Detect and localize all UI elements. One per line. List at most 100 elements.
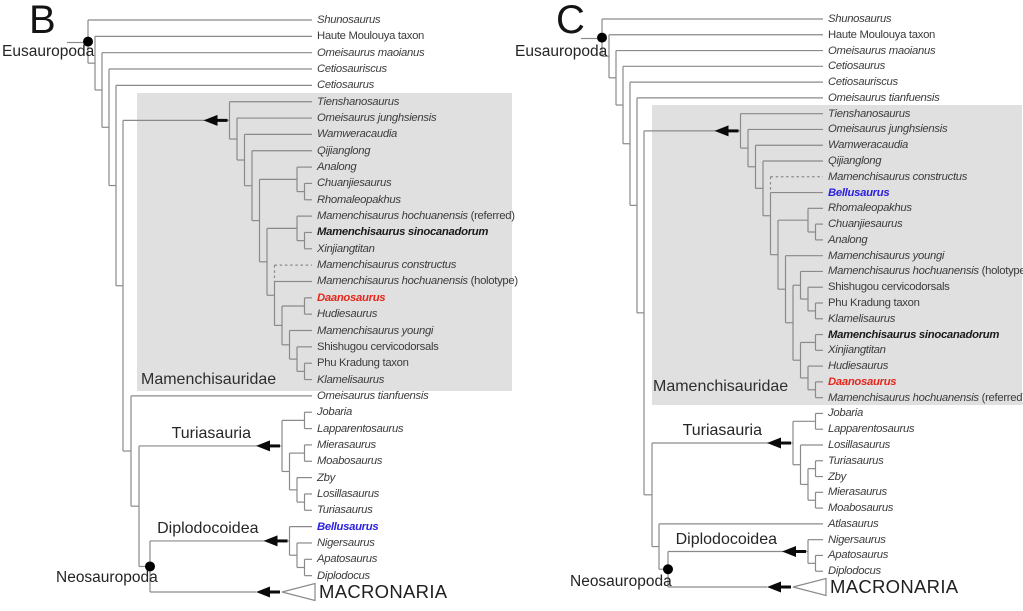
tip-label-rhomaleopakhus: Rhomaleopakhus bbox=[828, 200, 912, 216]
taxon-name: Mamenchisaurus youngi bbox=[317, 324, 434, 337]
taxon-name: Shunosaurus bbox=[828, 13, 892, 25]
tip-label-daanosaurus: Daanosaurus bbox=[317, 290, 386, 306]
taxon-name: Apatosaurus bbox=[828, 549, 889, 562]
taxon-name: Daanosaurus bbox=[317, 291, 386, 304]
taxon-name: Mamenchisaurus youngi bbox=[828, 249, 945, 262]
tip-label-mierasaurus: Mierasaurus bbox=[317, 437, 376, 453]
taxon-name: Omeisaurus junghsiensis bbox=[828, 123, 948, 136]
tip-label-wamweracaudia: Wamweracaudia bbox=[828, 137, 908, 153]
taxon-name: Mierasaurus bbox=[317, 438, 376, 451]
tip-label-mamenchisaurus-youngi: Mamenchisaurus youngi bbox=[828, 248, 944, 264]
taxon-name: Losillasaurus bbox=[317, 487, 380, 500]
clade-arrow-shaft bbox=[216, 118, 228, 122]
tip-label-nigersaurus: Nigersaurus bbox=[828, 532, 886, 548]
taxon-suffix: (holotype) bbox=[467, 275, 519, 288]
clade-arrow-shaft bbox=[727, 129, 739, 133]
taxon-name: Omeisaurus junghsiensis bbox=[317, 112, 437, 125]
taxon-name: Chuanjiesaurus bbox=[828, 218, 903, 231]
clade-arrow-shaft bbox=[795, 550, 806, 553]
taxon-name: Bellusaurus bbox=[317, 520, 379, 533]
taxon-name: Tienshanosaurus bbox=[317, 95, 400, 108]
tip-label-moabosaurus: Moabosaurus bbox=[317, 453, 382, 469]
tip-label-shunosaurus: Shunosaurus bbox=[828, 11, 892, 27]
tip-label-jobaria: Jobaria bbox=[828, 405, 863, 421]
tip-label-shishugou-cervicodorsals: Shishugou cervicodorsals bbox=[828, 279, 950, 295]
taxon-name: Turiasaurus bbox=[317, 504, 373, 517]
macronaria-label: MACRONARIA bbox=[319, 581, 448, 602]
taxon-name: Wamweracaudia bbox=[828, 139, 909, 152]
taxon-name: Apatosaurus bbox=[317, 553, 378, 566]
tip-label-haute-moulouya-taxon: Haute Moulouya taxon bbox=[828, 27, 935, 43]
tip-label-omeisaurus-junghsiensis: Omeisaurus junghsiensis bbox=[828, 121, 948, 137]
taxon-suffix: (holotype) bbox=[981, 265, 1023, 278]
tip-label-zby: Zby bbox=[317, 470, 335, 486]
eusauropoda-label-c: Eusauropoda bbox=[515, 43, 608, 60]
tip-label-mamenchisaurus-sinocanadorum: Mamenchisaurus sinocanadorum bbox=[317, 224, 488, 240]
tip-label-mamenchisaurus-hochuanensis-referred: Mamenchisaurus hochuanensis (referred) bbox=[828, 390, 1023, 406]
taxon-name: Omeisaurus maoianus bbox=[828, 44, 936, 57]
tip-label-bellusaurus: Bellusaurus bbox=[317, 519, 379, 535]
tip-label-diplodocus: Diplodocus bbox=[828, 563, 881, 579]
taxon-name: Mamenchisaurus hochuanensis bbox=[828, 391, 979, 404]
tip-label-mamenchisaurus-hochuanensis-holotype: Mamenchisaurus hochuanensis (holotype) bbox=[317, 273, 518, 289]
tip-label-mamenchisaurus-youngi: Mamenchisaurus youngi bbox=[317, 323, 433, 339]
taxon-name: Cetiosaurus bbox=[317, 79, 374, 92]
clade-label-diplodocoidea: Diplodocoidea bbox=[157, 519, 259, 537]
tip-label-tienshanosaurus: Tienshanosaurus bbox=[317, 94, 399, 110]
taxon-name: Cetiosauriscus bbox=[317, 63, 387, 76]
macronaria-arrow-shaft bbox=[780, 585, 791, 589]
taxon-name: Mamenchisaurus hochuanensis bbox=[828, 265, 979, 278]
tip-label-losillasaurus: Losillasaurus bbox=[828, 437, 890, 453]
clade-node-dot bbox=[597, 32, 607, 43]
tip-label-nigersaurus: Nigersaurus bbox=[317, 535, 375, 551]
tip-label-phu-kradung-taxon: Phu Kradung taxon bbox=[828, 295, 920, 311]
neosauropoda-label-b: Neosauropoda bbox=[56, 569, 158, 586]
tip-label-cetiosaurus: Cetiosaurus bbox=[317, 77, 374, 93]
mamenchisauridae-label-c: Mamenchisauridae bbox=[653, 378, 789, 395]
taxon-name: Zby bbox=[828, 470, 846, 483]
tip-label-mamenchisaurus-hochuanensis-referred: Mamenchisaurus hochuanensis (referred) bbox=[317, 208, 515, 224]
tip-label-xinjiangtitan: Xinjiangtitan bbox=[828, 342, 886, 358]
macronaria-label: MACRONARIA bbox=[830, 576, 959, 597]
clade-label-turiasauria: Turiasauria bbox=[171, 424, 251, 442]
clade-arrow bbox=[767, 437, 781, 449]
taxon-suffix: (referred) bbox=[978, 391, 1023, 404]
tip-label-turiasaurus: Turiasaurus bbox=[317, 502, 373, 518]
taxon-name: Mierasaurus bbox=[828, 486, 887, 499]
clade-arrow-shaft bbox=[780, 441, 791, 445]
tip-label-cetiosauriscus: Cetiosauriscus bbox=[828, 74, 898, 90]
taxon-name: Moabosaurus bbox=[317, 455, 383, 468]
taxon-name: Mamenchisaurus constructus bbox=[317, 259, 457, 272]
taxon-name: Cetiosaurus bbox=[828, 60, 885, 73]
mamenchisauridae-box bbox=[652, 105, 1022, 405]
taxon-name: Omeisaurus maoianus bbox=[317, 46, 425, 59]
tip-label-mamenchisaurus-constructus: Mamenchisaurus constructus bbox=[317, 257, 456, 273]
tip-label-turiasaurus: Turiasaurus bbox=[828, 453, 884, 469]
panel-b-letter: B bbox=[29, 0, 56, 42]
taxon-name: Mamenchisaurus constructus bbox=[828, 170, 968, 183]
taxon-name: Zby bbox=[317, 471, 335, 484]
taxon-name: Phu Kradung taxon bbox=[317, 357, 409, 370]
taxon-name: Klamelisaurus bbox=[828, 312, 896, 325]
taxon-name: Cetiosauriscus bbox=[828, 76, 898, 89]
taxon-name: Jobaria bbox=[828, 407, 863, 420]
clade-node-dot bbox=[83, 36, 93, 47]
tip-label-qijianglong: Qijianglong bbox=[317, 143, 371, 159]
tip-label-omeisaurus-tianfuensis: Omeisaurus tianfuensis bbox=[317, 388, 429, 404]
taxon-name: Klamelisaurus bbox=[317, 373, 385, 386]
tip-label-atlasaurus: Atlasaurus bbox=[828, 516, 879, 532]
tip-label-omeisaurus-junghsiensis: Omeisaurus junghsiensis bbox=[317, 110, 437, 126]
tip-label-omeisaurus-maoianus: Omeisaurus maoianus bbox=[317, 45, 425, 61]
clade-node-dot bbox=[663, 564, 673, 575]
tip-label-analong: Analong bbox=[317, 159, 357, 175]
clade-label-diplodocoidea: Diplodocoidea bbox=[675, 530, 777, 548]
taxon-name: Hudiesaurus bbox=[317, 308, 378, 321]
taxon-name: Omeisaurus tianfuensis bbox=[828, 91, 940, 104]
tip-label-chuanjiesaurus: Chuanjiesaurus bbox=[828, 216, 903, 232]
tip-label-moabosaurus: Moabosaurus bbox=[828, 500, 893, 516]
taxon-name: Qijianglong bbox=[317, 144, 371, 157]
taxon-name: Shishugou cervicodorsals bbox=[317, 340, 439, 353]
taxon-name: Daanosaurus bbox=[828, 375, 897, 388]
